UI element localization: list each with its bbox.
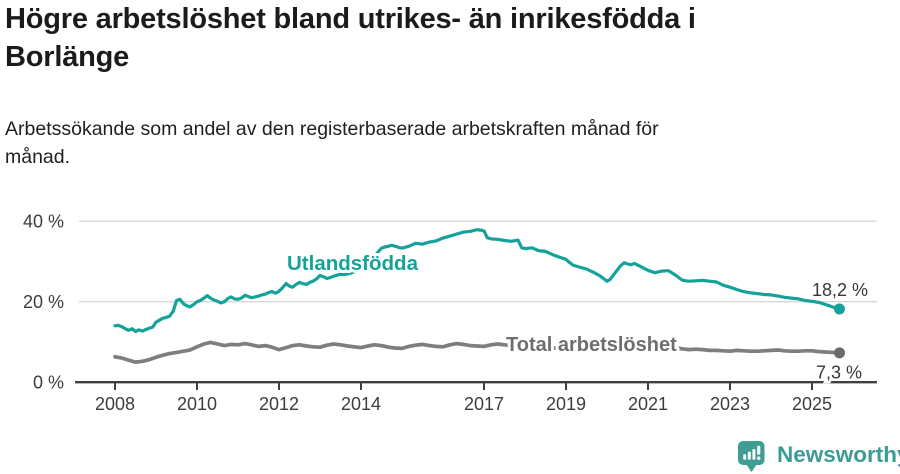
newsworthy-logo-icon — [738, 441, 765, 472]
x-tick-label: 2014 — [341, 394, 381, 414]
chart-title: Högre arbetslöshet bland utrikes- än inr… — [5, 3, 696, 73]
x-tick-label: 2010 — [177, 394, 217, 414]
newsworthy-brand-link[interactable]: Newsworthy — [777, 442, 900, 467]
logo-barchart-glyph — [743, 445, 761, 460]
series-line-total — [113, 340, 842, 364]
series-label-total: Total arbetslöshet — [506, 334, 677, 356]
end-dot-total — [833, 347, 845, 359]
x-tick-label: 2019 — [546, 394, 586, 414]
chart-subtitle: Arbetssökande som andel av den registerb… — [5, 118, 659, 168]
end-dot-utlandsfodda — [833, 303, 845, 315]
series-line-utlandsfodda — [113, 228, 842, 334]
x-tick-label: 2023 — [710, 394, 750, 414]
x-tick-label: 2008 — [95, 394, 135, 414]
axis-layer: 2008 2010 2012 2014 2017 2019 2021 2023 2025 — [75, 381, 877, 414]
end-value-label-utlandsfodda: 18,2 % — [812, 280, 868, 300]
y-tick-label: 0 % — [33, 373, 64, 393]
x-tick-label: 2021 — [628, 394, 668, 414]
x-tick-label: 2012 — [259, 394, 299, 414]
y-tick-label: 40 % — [23, 212, 64, 232]
series-layer: Utlandsfödda Total arbetslöshet — [113, 228, 842, 364]
series-label-utlandsfodda: Utlandsfödda — [287, 252, 419, 275]
annotation-layer: 18,2 % 7,3 % — [809, 278, 870, 386]
x-tick-label: 2025 — [792, 394, 832, 414]
end-value-label-total: 7,3 % — [816, 363, 862, 383]
y-tick-label: 20 % — [23, 292, 64, 312]
grid-layer: 0 % 20 % 40 % — [23, 212, 877, 393]
logo-pin-shape — [738, 441, 765, 472]
x-tick-label: 2017 — [464, 394, 504, 414]
